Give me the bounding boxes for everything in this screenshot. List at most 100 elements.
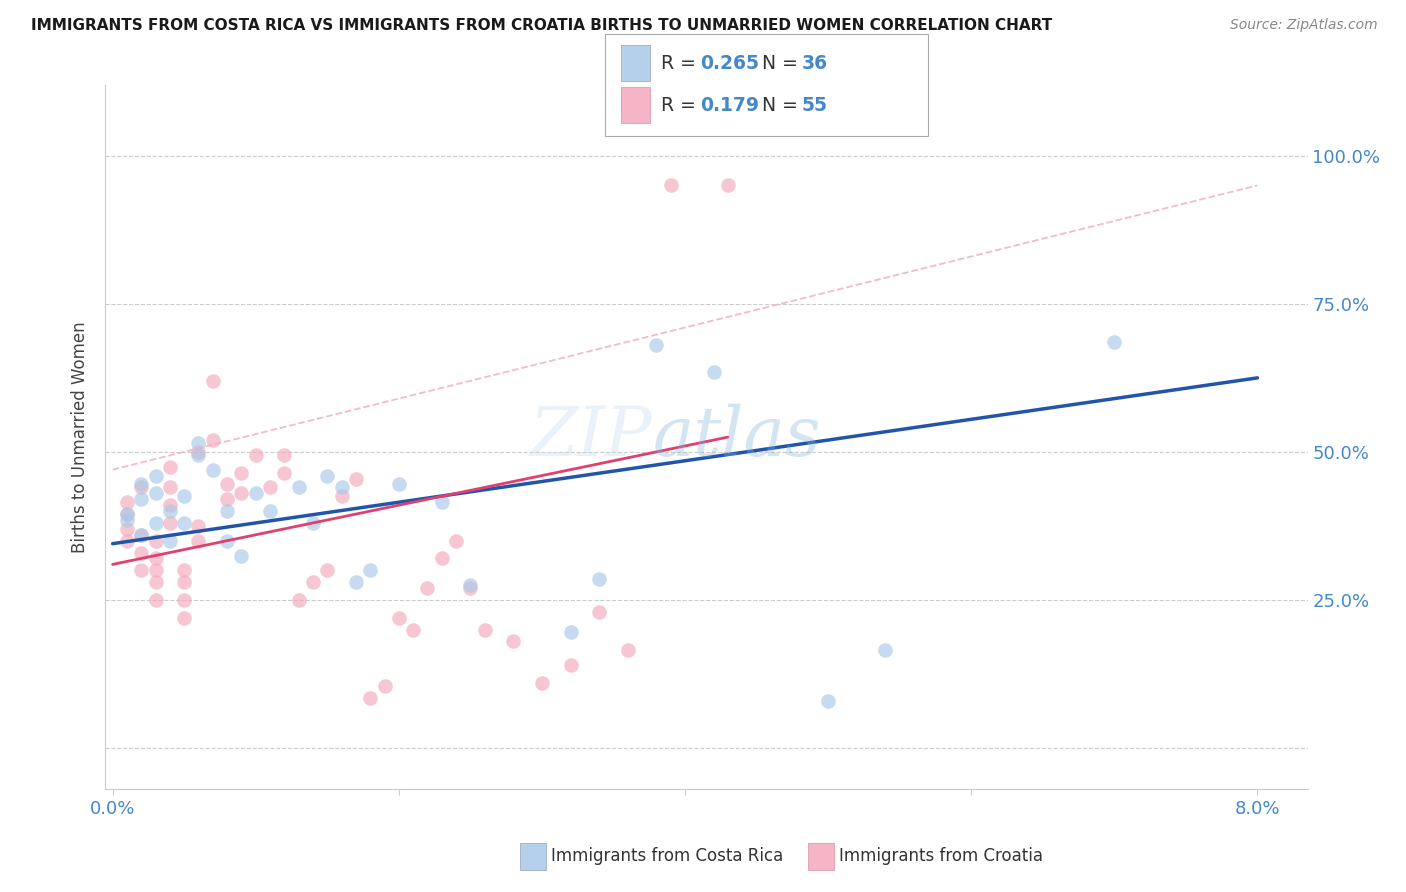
- Point: [159, 498, 181, 512]
- Point: [302, 575, 325, 590]
- Point: [187, 533, 209, 548]
- Text: Immigrants from Croatia: Immigrants from Croatia: [839, 847, 1043, 865]
- Point: [1104, 335, 1126, 350]
- Point: [344, 575, 367, 590]
- Point: [287, 480, 309, 494]
- Point: [588, 605, 610, 619]
- Point: [187, 436, 209, 450]
- Point: [617, 643, 640, 657]
- Text: N =: N =: [762, 54, 804, 73]
- Point: [115, 495, 138, 509]
- Point: [201, 433, 224, 447]
- Point: [173, 575, 195, 590]
- Point: [330, 489, 353, 503]
- Point: [145, 575, 167, 590]
- Point: [217, 477, 239, 491]
- Point: [159, 504, 181, 518]
- Point: [187, 445, 209, 459]
- Point: [373, 679, 395, 693]
- Point: [115, 513, 138, 527]
- Point: [359, 690, 381, 705]
- Point: [145, 468, 167, 483]
- Point: [217, 492, 239, 507]
- Point: [129, 492, 152, 507]
- Point: [173, 563, 195, 577]
- Point: [173, 489, 195, 503]
- Y-axis label: Births to Unmarried Women: Births to Unmarried Women: [72, 321, 90, 553]
- Point: [245, 448, 267, 462]
- Point: [173, 593, 195, 607]
- Point: [115, 507, 138, 521]
- Point: [287, 593, 309, 607]
- Point: [560, 625, 582, 640]
- Point: [115, 507, 138, 521]
- Point: [344, 471, 367, 485]
- Point: [259, 480, 281, 494]
- Point: [560, 658, 582, 673]
- Point: [316, 468, 339, 483]
- Point: [201, 374, 224, 388]
- Point: [115, 522, 138, 536]
- Text: atlas: atlas: [652, 404, 821, 470]
- Point: [129, 528, 152, 542]
- Point: [645, 338, 668, 352]
- Point: [231, 486, 253, 500]
- Point: [173, 610, 195, 624]
- Point: [129, 545, 152, 559]
- Text: Immigrants from Costa Rica: Immigrants from Costa Rica: [551, 847, 783, 865]
- Point: [302, 516, 325, 530]
- Point: [460, 581, 482, 595]
- Point: [145, 593, 167, 607]
- Point: [388, 477, 411, 491]
- Point: [416, 581, 439, 595]
- Point: [173, 516, 195, 530]
- Point: [159, 459, 181, 474]
- Point: [530, 676, 553, 690]
- Point: [388, 610, 411, 624]
- Point: [159, 516, 181, 530]
- Point: [474, 623, 496, 637]
- Point: [875, 643, 897, 657]
- Point: [145, 486, 167, 500]
- Point: [217, 504, 239, 518]
- Point: [502, 634, 524, 648]
- Point: [402, 623, 425, 637]
- Point: [129, 477, 152, 491]
- Point: [145, 516, 167, 530]
- Point: [129, 528, 152, 542]
- Point: [231, 549, 253, 563]
- Point: [430, 495, 453, 509]
- Point: [245, 486, 267, 500]
- Point: [129, 480, 152, 494]
- Text: R =: R =: [661, 95, 702, 115]
- Point: [129, 563, 152, 577]
- Point: [259, 504, 281, 518]
- Point: [273, 448, 295, 462]
- Text: IMMIGRANTS FROM COSTA RICA VS IMMIGRANTS FROM CROATIA BIRTHS TO UNMARRIED WOMEN : IMMIGRANTS FROM COSTA RICA VS IMMIGRANTS…: [31, 18, 1052, 33]
- Point: [145, 563, 167, 577]
- Point: [703, 365, 725, 379]
- Point: [159, 480, 181, 494]
- Text: 55: 55: [801, 95, 827, 115]
- Point: [231, 466, 253, 480]
- Point: [430, 551, 453, 566]
- Text: Source: ZipAtlas.com: Source: ZipAtlas.com: [1230, 18, 1378, 32]
- Point: [444, 533, 467, 548]
- Point: [145, 551, 167, 566]
- Point: [359, 563, 381, 577]
- Point: [817, 693, 839, 707]
- Text: ZIP: ZIP: [530, 404, 652, 470]
- Point: [201, 463, 224, 477]
- Point: [717, 178, 740, 193]
- Point: [316, 563, 339, 577]
- Point: [187, 448, 209, 462]
- Point: [145, 533, 167, 548]
- Text: N =: N =: [762, 95, 804, 115]
- Text: 0.265: 0.265: [700, 54, 759, 73]
- Text: 36: 36: [801, 54, 828, 73]
- Text: 0.179: 0.179: [700, 95, 759, 115]
- Point: [159, 533, 181, 548]
- Point: [273, 466, 295, 480]
- Point: [330, 480, 353, 494]
- Point: [659, 178, 682, 193]
